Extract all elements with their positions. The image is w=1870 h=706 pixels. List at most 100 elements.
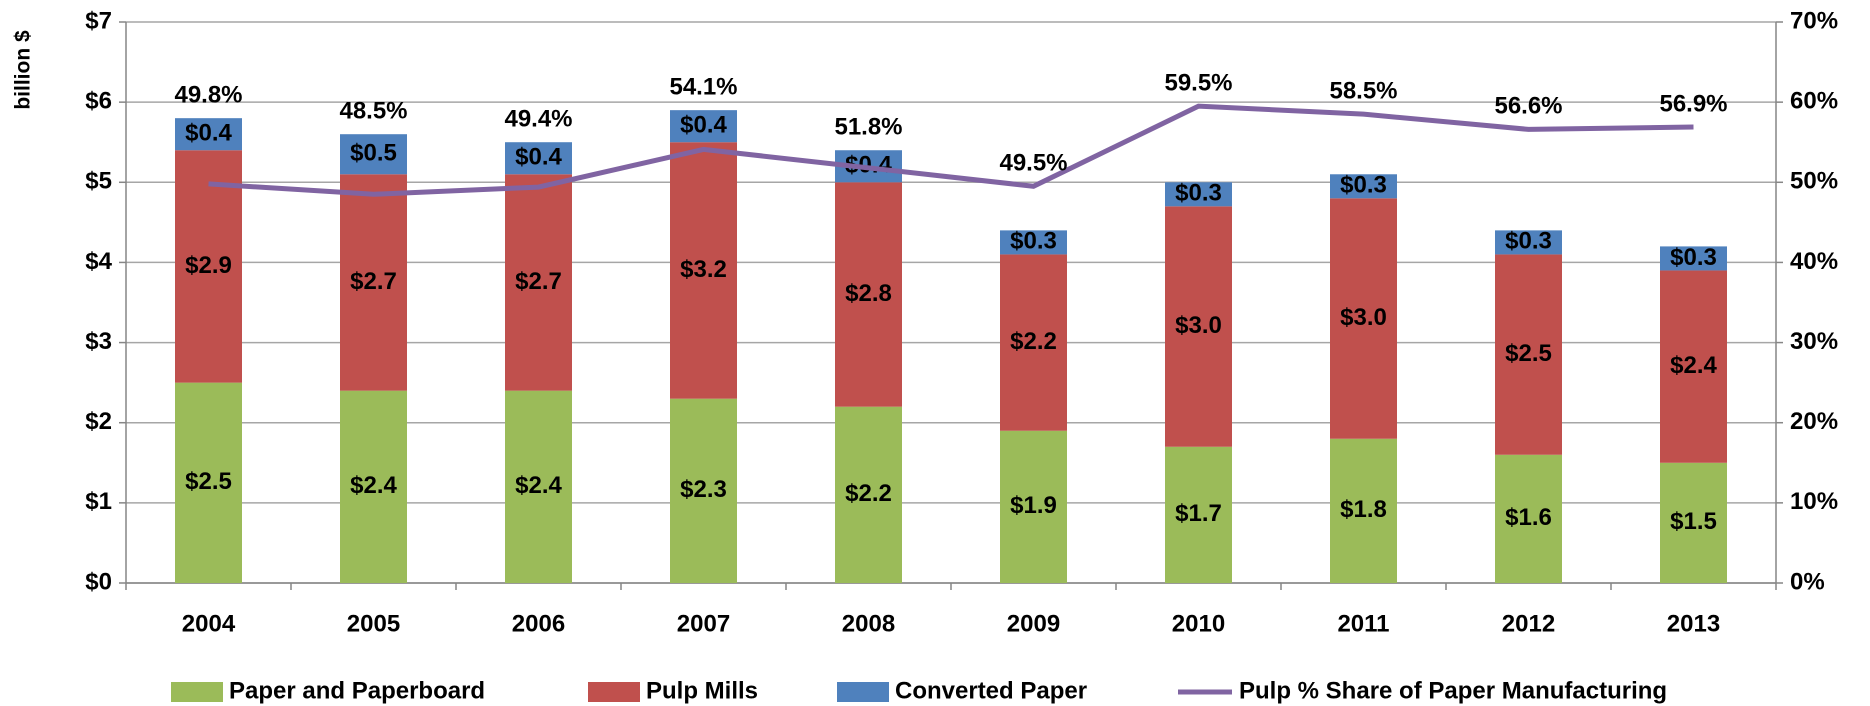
bar-value-label: $2.4 (515, 472, 562, 499)
bar-value-label: $2.7 (515, 268, 562, 295)
line-value-label: 49.5% (999, 150, 1067, 177)
bar-segment (835, 406, 902, 583)
bar-segment (1495, 230, 1562, 255)
bar-value-label: $2.4 (1670, 352, 1717, 379)
x-tick-label: 2009 (1007, 610, 1060, 637)
line-value-label: 56.6% (1494, 93, 1562, 120)
bar-segment (670, 398, 737, 583)
y2-tick-label: 50% (1790, 168, 1838, 195)
x-tick-label: 2010 (1172, 610, 1225, 637)
bar-segment (505, 174, 572, 391)
bar-segment (1000, 430, 1067, 583)
x-tick-label: 2013 (1667, 610, 1720, 637)
bar-segment (1330, 198, 1397, 439)
y-tick-label: $3 (85, 328, 112, 355)
y-tick-label: $1 (85, 488, 112, 515)
bar-segment (1495, 454, 1562, 583)
y2-tick-label: 10% (1790, 488, 1838, 515)
bar-value-label: $3.0 (1340, 304, 1387, 331)
y2-tick-label: 30% (1790, 328, 1838, 355)
bar-value-label: $3.0 (1175, 312, 1222, 339)
bar-segment (1660, 462, 1727, 583)
legend-swatch (171, 682, 223, 702)
x-tick-label: 2007 (677, 610, 730, 637)
line-value-label: 56.9% (1659, 90, 1727, 117)
bar-segment (1165, 182, 1232, 207)
legend-swatch (588, 682, 640, 702)
line-value-label: 58.5% (1329, 78, 1397, 105)
bar-value-label: $0.5 (350, 140, 397, 167)
y-tick-label: $2 (85, 408, 112, 435)
legend-label: Converted Paper (895, 677, 1087, 704)
bar-value-label: $2.2 (845, 480, 892, 507)
bar-segment (175, 150, 242, 383)
bar-segment (175, 118, 242, 151)
y2-tick-label: 70% (1790, 7, 1838, 34)
line-value-label: 59.5% (1164, 69, 1232, 96)
y2-tick-label: 40% (1790, 248, 1838, 275)
legend-label: Pulp Mills (646, 677, 758, 704)
bar-segment (340, 390, 407, 583)
bar-value-label: $2.7 (350, 268, 397, 295)
y-tick-label: $0 (85, 568, 112, 595)
bar-segment (670, 110, 737, 143)
y2-tick-label: 20% (1790, 408, 1838, 435)
y-tick-label: $5 (85, 168, 112, 195)
bar-value-label: $2.9 (185, 252, 232, 279)
bar-value-label: $1.6 (1505, 504, 1552, 531)
bar-value-label: $2.3 (680, 476, 727, 503)
bar-segment (340, 134, 407, 175)
bar-value-label: $0.3 (1505, 228, 1552, 255)
bar-segment (835, 182, 902, 407)
y-tick-label: $7 (85, 7, 112, 34)
bar-value-label: $0.4 (680, 112, 727, 139)
line-value-label: 51.8% (834, 114, 902, 141)
line-value-label: 48.5% (339, 98, 407, 125)
y2-tick-label: 0% (1790, 568, 1825, 595)
x-tick-label: 2008 (842, 610, 895, 637)
x-tick-label: 2012 (1502, 610, 1555, 637)
bar-segment (505, 142, 572, 175)
y2-tick-label: 60% (1790, 87, 1838, 114)
legend-label: Pulp % Share of Paper Manufacturing (1239, 677, 1667, 704)
line-value-label: 54.1% (669, 74, 737, 101)
y-tick-label: $6 (85, 87, 112, 114)
bar-value-label: $1.9 (1010, 492, 1057, 519)
bar-segment (1165, 206, 1232, 447)
bar-value-label: $0.4 (185, 120, 232, 147)
bar-value-label: $0.4 (515, 144, 562, 171)
bar-segment (1660, 246, 1727, 271)
legend-label: Paper and Paperboard (229, 677, 485, 704)
bar-segment (340, 174, 407, 391)
bar-value-label: $1.8 (1340, 496, 1387, 523)
bar-value-label: $2.5 (185, 468, 232, 495)
x-tick-label: 2006 (512, 610, 565, 637)
x-tick-label: 2011 (1337, 610, 1389, 637)
bar-value-label: $1.7 (1175, 500, 1222, 527)
line-value-label: 49.4% (504, 106, 572, 133)
bar-value-label: $1.5 (1670, 508, 1717, 535)
bar-value-label: $3.2 (680, 256, 727, 283)
line-series (208, 103, 1694, 197)
bar-value-label: $2.8 (845, 280, 892, 307)
bar-value-label: $0.3 (1670, 244, 1717, 271)
x-tick-label: 2004 (182, 610, 236, 637)
bar-segment (175, 382, 242, 583)
x-tick-label: 2005 (347, 610, 400, 637)
bar-value-label: $0.3 (1010, 228, 1057, 255)
line-value-label: 49.8% (174, 82, 242, 109)
bar-segment (1660, 270, 1727, 463)
bar-segment (1330, 174, 1397, 199)
legend-swatch (837, 682, 889, 702)
bar-value-label: $0.3 (1175, 180, 1222, 207)
bar-segment (1000, 230, 1067, 255)
bar-value-label: $0.3 (1340, 172, 1387, 199)
bar-segment (1165, 446, 1232, 583)
bar-segment (1330, 438, 1397, 583)
bar-segment (1495, 254, 1562, 455)
bar-value-label: $2.4 (350, 472, 397, 499)
bar-segment (670, 142, 737, 399)
y-axis-title: billion $ (12, 30, 35, 110)
bar-value-label: $2.2 (1010, 328, 1057, 355)
